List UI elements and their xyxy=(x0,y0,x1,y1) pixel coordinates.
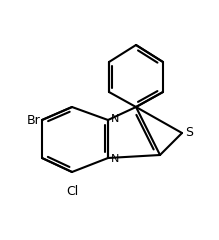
Text: S: S xyxy=(185,126,193,139)
Text: N: N xyxy=(111,154,119,164)
Text: Cl: Cl xyxy=(66,185,78,198)
Text: Br: Br xyxy=(26,114,40,126)
Text: N: N xyxy=(111,114,119,124)
